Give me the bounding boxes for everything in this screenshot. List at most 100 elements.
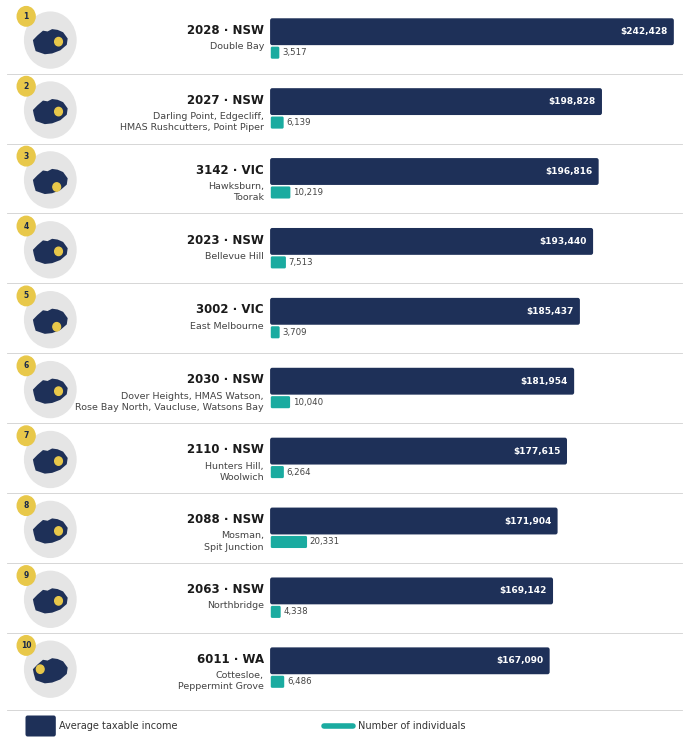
Text: 2030 · NSW: 2030 · NSW <box>187 374 264 386</box>
Text: 1: 1 <box>23 12 29 21</box>
Text: Double Bay: Double Bay <box>209 42 264 51</box>
Text: Bellevue Hill: Bellevue Hill <box>205 252 264 261</box>
Text: 7: 7 <box>23 431 29 440</box>
Circle shape <box>54 38 63 46</box>
FancyBboxPatch shape <box>270 368 574 394</box>
Circle shape <box>17 76 35 96</box>
Text: 7,513: 7,513 <box>289 258 313 267</box>
Text: $177,615: $177,615 <box>513 446 561 455</box>
Text: 20,331: 20,331 <box>310 538 340 547</box>
FancyBboxPatch shape <box>271 536 307 548</box>
Text: 10,040: 10,040 <box>293 398 323 406</box>
Text: 8: 8 <box>23 501 29 510</box>
Text: Dover Heights, HMAS Watson,
Rose Bay North, Vaucluse, Watsons Bay: Dover Heights, HMAS Watson, Rose Bay Nor… <box>75 392 264 412</box>
FancyBboxPatch shape <box>271 466 284 478</box>
Circle shape <box>25 431 76 488</box>
Circle shape <box>17 146 35 166</box>
FancyBboxPatch shape <box>270 228 593 255</box>
Text: $196,816: $196,816 <box>545 167 593 176</box>
Circle shape <box>53 322 61 331</box>
Polygon shape <box>33 518 68 544</box>
Polygon shape <box>33 309 68 334</box>
Text: 10: 10 <box>21 641 32 650</box>
Circle shape <box>17 636 35 656</box>
Text: $185,437: $185,437 <box>526 307 574 316</box>
Circle shape <box>54 526 63 536</box>
Polygon shape <box>33 99 68 124</box>
Text: 3002 · VIC: 3002 · VIC <box>196 304 264 316</box>
Text: 10,219: 10,219 <box>293 188 323 197</box>
Text: 2088 · NSW: 2088 · NSW <box>187 513 264 526</box>
Text: $169,142: $169,142 <box>500 586 547 596</box>
FancyBboxPatch shape <box>271 256 286 268</box>
FancyBboxPatch shape <box>270 508 557 535</box>
Circle shape <box>54 457 63 465</box>
Circle shape <box>25 641 76 698</box>
FancyBboxPatch shape <box>270 18 674 45</box>
Circle shape <box>17 356 35 376</box>
Polygon shape <box>33 588 68 613</box>
FancyBboxPatch shape <box>271 676 285 688</box>
Text: 2028 · NSW: 2028 · NSW <box>187 24 264 37</box>
FancyBboxPatch shape <box>270 88 602 115</box>
Circle shape <box>37 665 44 674</box>
FancyBboxPatch shape <box>271 46 279 58</box>
Text: 6011 · WA: 6011 · WA <box>197 653 264 666</box>
Text: Darling Point, Edgecliff,
HMAS Rushcutters, Point Piper: Darling Point, Edgecliff, HMAS Rushcutte… <box>120 112 264 132</box>
Text: Mosman,
Spit Junction: Mosman, Spit Junction <box>205 532 264 551</box>
FancyBboxPatch shape <box>271 187 290 199</box>
Text: 5: 5 <box>23 292 29 301</box>
Text: 2110 · NSW: 2110 · NSW <box>187 443 264 456</box>
Text: 6: 6 <box>23 362 29 370</box>
Text: Hunters Hill,
Woolwich: Hunters Hill, Woolwich <box>205 461 264 482</box>
FancyBboxPatch shape <box>270 578 553 604</box>
Circle shape <box>54 597 63 605</box>
Text: Northbridge: Northbridge <box>207 602 264 610</box>
Polygon shape <box>33 29 68 54</box>
FancyBboxPatch shape <box>270 158 599 185</box>
Polygon shape <box>33 658 68 683</box>
Polygon shape <box>33 379 68 404</box>
FancyBboxPatch shape <box>270 298 580 325</box>
Text: 3,517: 3,517 <box>282 48 307 57</box>
FancyBboxPatch shape <box>271 326 280 338</box>
FancyBboxPatch shape <box>270 647 550 674</box>
Text: 2: 2 <box>23 82 29 91</box>
FancyBboxPatch shape <box>271 116 284 128</box>
Circle shape <box>25 572 76 627</box>
Polygon shape <box>33 238 68 264</box>
Circle shape <box>17 7 35 26</box>
Circle shape <box>25 12 76 68</box>
Text: 3142 · VIC: 3142 · VIC <box>196 164 264 176</box>
Circle shape <box>17 426 35 445</box>
Circle shape <box>17 286 35 306</box>
Text: $171,904: $171,904 <box>504 517 551 526</box>
Circle shape <box>25 152 76 208</box>
Text: Hawksburn,
Toorak: Hawksburn, Toorak <box>208 182 264 202</box>
Circle shape <box>54 107 63 116</box>
Text: 2023 · NSW: 2023 · NSW <box>187 233 264 247</box>
Text: $198,828: $198,828 <box>548 97 596 106</box>
Text: Number of individuals: Number of individuals <box>358 721 466 731</box>
Circle shape <box>54 248 63 256</box>
Circle shape <box>54 387 63 395</box>
Circle shape <box>25 222 76 278</box>
FancyBboxPatch shape <box>271 606 280 618</box>
Text: East Melbourne: East Melbourne <box>190 322 264 331</box>
Text: $193,440: $193,440 <box>539 237 587 246</box>
Circle shape <box>17 566 35 585</box>
Polygon shape <box>33 448 68 474</box>
Text: 3: 3 <box>23 152 29 160</box>
Text: 3,709: 3,709 <box>282 328 307 337</box>
Text: $181,954: $181,954 <box>521 376 568 386</box>
Text: Average taxable income: Average taxable income <box>59 721 178 731</box>
Polygon shape <box>33 169 68 194</box>
FancyBboxPatch shape <box>25 716 56 736</box>
Text: 9: 9 <box>23 571 29 580</box>
Circle shape <box>25 292 76 348</box>
Text: $242,428: $242,428 <box>620 27 668 36</box>
Circle shape <box>25 82 76 138</box>
Text: 2027 · NSW: 2027 · NSW <box>187 94 264 106</box>
Circle shape <box>25 362 76 418</box>
Circle shape <box>17 496 35 515</box>
